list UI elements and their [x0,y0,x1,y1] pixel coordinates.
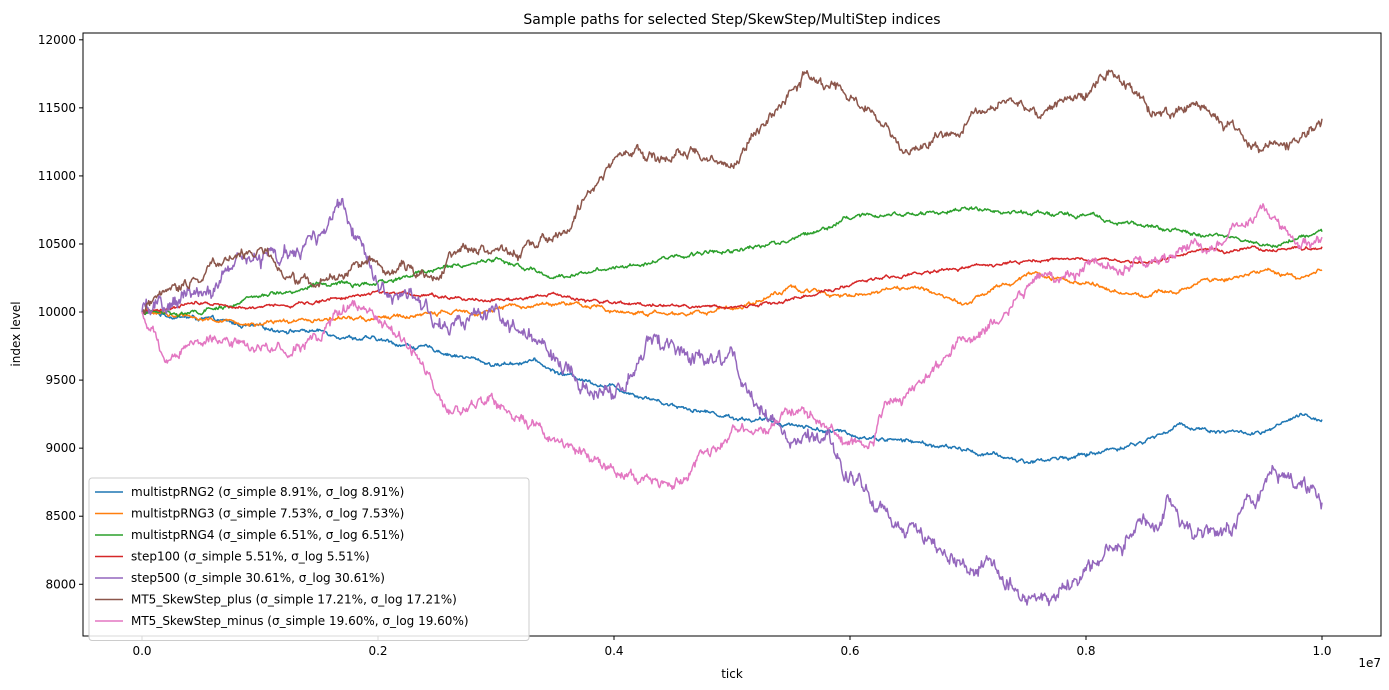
y-tick-label: 12000 [38,33,76,47]
y-tick-label: 8000 [45,577,76,591]
x-tick-label: 0.8 [1076,644,1095,658]
legend-label: step500 (σ_simple 30.61%, σ_log 30.61%) [131,571,385,585]
x-tick-label: 0.2 [368,644,387,658]
y-axis: 8000 8500 9000 9500 10000 10500 11000 11500 1200… [38,33,83,591]
series-line [141,245,1323,314]
legend-label: step100 (σ_simple 5.51%, σ_log 5.51%) [131,550,370,564]
x-axis: 0.0 0.2 0.4 0.6 0.8 1.0 [132,636,1332,658]
legend-label: MT5_SkewStep_plus (σ_simple 17.21%, σ_lo… [131,593,457,607]
y-tick-label: 9500 [45,373,76,387]
y-tick-label: 11500 [38,101,76,115]
series-line [141,203,1323,491]
x-axis-offset-label: 1e7 [1358,656,1381,670]
series-lines [141,69,1323,607]
legend-label: multistpRNG4 (σ_simple 6.51%, σ_log 6.51… [131,528,404,542]
series-line [141,69,1323,315]
legend-label: MT5_SkewStep_minus (σ_simple 19.60%, σ_l… [131,614,469,628]
chart-title: Sample paths for selected Step/SkewStep/… [523,12,940,28]
x-tick-label: 0.6 [840,644,859,658]
x-tick-label: 0.4 [604,644,623,658]
legend-label: multistpRNG2 (σ_simple 8.91%, σ_log 8.91… [131,485,404,499]
y-tick-label: 8500 [45,509,76,523]
y-tick-label: 10500 [38,237,76,251]
y-tick-label: 10000 [38,305,76,319]
legend-box [88,477,530,641]
series-line [141,197,1323,607]
x-axis-title: tick [721,667,743,681]
x-tick-label: 1.0 [1312,644,1331,658]
x-tick-label: 0.0 [132,644,151,658]
y-axis-title: index level [9,301,23,366]
series-line [141,206,1323,318]
plot-frame [82,32,1382,637]
series-line [141,309,1323,465]
y-tick-label: 9000 [45,441,76,455]
y-tick-label: 11000 [38,169,76,183]
legend: multistpRNG2 (σ_simple 8.91%, σ_log 8.91… [88,477,530,641]
legend-label: multistpRNG3 (σ_simple 7.53%, σ_log 7.53… [131,507,404,521]
